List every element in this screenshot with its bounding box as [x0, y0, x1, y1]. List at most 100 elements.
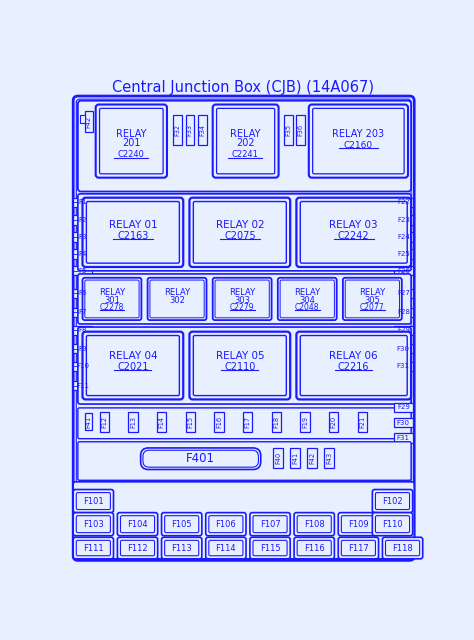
Text: RELAY 04: RELAY 04	[109, 351, 157, 360]
Text: RELAY 203: RELAY 203	[332, 129, 384, 139]
FancyBboxPatch shape	[78, 194, 411, 271]
FancyBboxPatch shape	[309, 104, 408, 178]
Text: RELAY: RELAY	[359, 288, 385, 298]
Bar	[394, 308, 413, 317]
Text: F4: F4	[78, 251, 87, 257]
Text: RELAY: RELAY	[230, 129, 261, 139]
Text: F8: F8	[78, 327, 87, 333]
Text: RELAY 03: RELAY 03	[329, 220, 378, 230]
Bar	[296, 115, 305, 145]
Text: F20: F20	[330, 415, 337, 428]
Text: 304: 304	[299, 296, 315, 305]
Text: F25: F25	[397, 251, 410, 257]
FancyBboxPatch shape	[150, 280, 204, 318]
FancyBboxPatch shape	[73, 537, 113, 559]
Text: 201: 201	[122, 138, 141, 148]
FancyBboxPatch shape	[118, 537, 158, 559]
Text: F3: F3	[78, 234, 87, 240]
FancyBboxPatch shape	[385, 540, 419, 556]
Text: F10: F10	[76, 364, 89, 369]
Bar	[394, 266, 413, 275]
Bar	[394, 403, 413, 412]
Text: F12: F12	[101, 416, 107, 428]
FancyBboxPatch shape	[253, 516, 287, 532]
FancyBboxPatch shape	[297, 540, 331, 556]
FancyBboxPatch shape	[78, 408, 411, 438]
FancyBboxPatch shape	[73, 96, 414, 561]
Text: F117: F117	[348, 543, 369, 552]
Text: F26: F26	[397, 268, 410, 274]
Text: 305: 305	[365, 296, 380, 305]
Bar	[73, 216, 92, 225]
FancyBboxPatch shape	[341, 540, 375, 556]
FancyBboxPatch shape	[383, 537, 423, 559]
Bar	[307, 448, 317, 468]
FancyBboxPatch shape	[253, 540, 287, 556]
FancyBboxPatch shape	[213, 104, 279, 178]
Text: F107: F107	[260, 520, 281, 529]
FancyBboxPatch shape	[375, 516, 410, 532]
Bar	[290, 448, 300, 468]
Text: F5: F5	[78, 268, 87, 274]
FancyBboxPatch shape	[373, 490, 413, 513]
Bar	[394, 289, 413, 298]
Text: F30: F30	[397, 346, 410, 351]
FancyBboxPatch shape	[297, 516, 331, 532]
Bar	[394, 216, 413, 225]
FancyBboxPatch shape	[73, 513, 113, 536]
FancyBboxPatch shape	[190, 198, 290, 267]
FancyBboxPatch shape	[345, 280, 400, 318]
Text: RELAY 01: RELAY 01	[109, 220, 157, 230]
FancyBboxPatch shape	[118, 513, 158, 536]
Bar	[186, 115, 194, 145]
FancyBboxPatch shape	[82, 278, 141, 320]
Bar	[329, 412, 338, 432]
Text: F104: F104	[127, 520, 148, 529]
Text: F29: F29	[397, 404, 410, 410]
Text: 202: 202	[236, 138, 255, 148]
Text: C2021: C2021	[117, 362, 149, 372]
Bar	[157, 412, 166, 432]
Text: F43: F43	[326, 452, 332, 464]
FancyBboxPatch shape	[100, 108, 163, 174]
Text: F19: F19	[302, 416, 308, 428]
Bar	[73, 249, 92, 259]
FancyBboxPatch shape	[206, 537, 246, 559]
FancyBboxPatch shape	[250, 537, 290, 559]
Text: C2160: C2160	[344, 141, 373, 150]
Text: C2110: C2110	[224, 362, 255, 372]
Text: C2216: C2216	[338, 362, 370, 372]
Bar	[73, 198, 92, 207]
Text: F7: F7	[78, 309, 87, 316]
FancyBboxPatch shape	[164, 516, 199, 532]
Text: F18: F18	[273, 416, 279, 428]
Text: F31: F31	[397, 435, 410, 441]
FancyBboxPatch shape	[147, 278, 207, 320]
Bar	[394, 418, 413, 427]
Text: F105: F105	[172, 520, 192, 529]
Text: C2279: C2279	[230, 303, 255, 312]
FancyBboxPatch shape	[313, 108, 404, 174]
FancyBboxPatch shape	[162, 537, 202, 559]
Text: C2278: C2278	[100, 303, 124, 312]
Bar	[100, 412, 109, 432]
FancyBboxPatch shape	[76, 493, 110, 509]
FancyBboxPatch shape	[294, 513, 334, 536]
FancyBboxPatch shape	[294, 537, 334, 559]
Text: F27: F27	[397, 290, 410, 296]
Text: 301: 301	[104, 296, 120, 305]
Text: F33: F33	[187, 124, 193, 136]
FancyBboxPatch shape	[86, 202, 179, 263]
Text: F21: F21	[359, 416, 365, 428]
Bar	[300, 412, 310, 432]
FancyBboxPatch shape	[73, 482, 414, 559]
Text: F36: F36	[298, 124, 304, 136]
Text: F13: F13	[130, 416, 136, 428]
Bar	[284, 115, 292, 145]
Bar	[73, 326, 92, 335]
Text: Central Junction Box (CJB) (14A067): Central Junction Box (CJB) (14A067)	[112, 80, 374, 95]
Bar	[394, 249, 413, 259]
FancyBboxPatch shape	[338, 537, 379, 559]
Text: F41: F41	[85, 416, 91, 428]
Text: F17: F17	[245, 416, 251, 428]
